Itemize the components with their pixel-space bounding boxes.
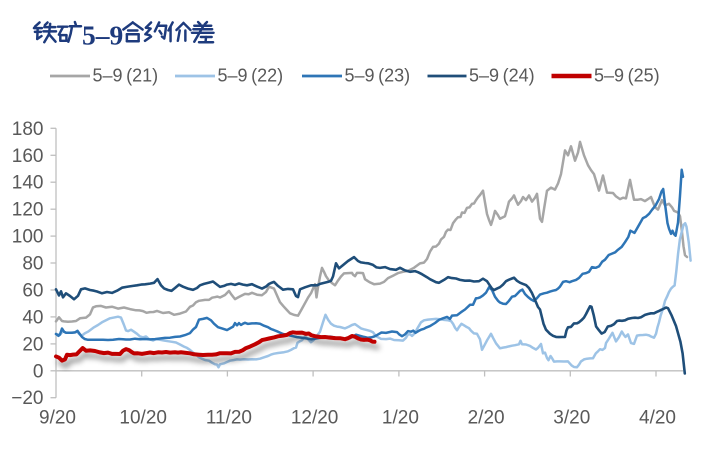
svg-text:12/20: 12/20 — [291, 408, 339, 429]
svg-text:80: 80 — [22, 254, 43, 275]
svg-text:10/20: 10/20 — [119, 408, 167, 429]
svg-text:100: 100 — [12, 227, 44, 248]
svg-text:5–9 (21): 5–9 (21) — [93, 66, 159, 86]
svg-text:160: 160 — [12, 146, 44, 167]
svg-text:5–9 (24): 5–9 (24) — [469, 66, 535, 86]
svg-text:180: 180 — [12, 119, 44, 140]
svg-text:−20: −20 — [11, 388, 43, 409]
svg-text:140: 140 — [12, 173, 44, 194]
svg-text:120: 120 — [12, 200, 44, 221]
svg-text:60: 60 — [22, 281, 43, 302]
svg-text:4/20: 4/20 — [639, 408, 676, 429]
svg-text:5–9: 5–9 — [82, 20, 123, 51]
svg-text:1/20: 1/20 — [382, 408, 419, 429]
svg-text:40: 40 — [22, 307, 43, 328]
svg-text:5–9 (25): 5–9 (25) — [594, 66, 660, 86]
svg-text:2/20: 2/20 — [468, 408, 505, 429]
svg-text:11/20: 11/20 — [206, 408, 252, 429]
svg-text:5–9 (23): 5–9 (23) — [345, 66, 411, 86]
svg-text:9/20: 9/20 — [39, 408, 76, 429]
svg-text:0: 0 — [33, 361, 44, 382]
svg-text:3/20: 3/20 — [553, 408, 590, 429]
svg-text:5–9 (22): 5–9 (22) — [218, 66, 284, 86]
svg-text:20: 20 — [22, 334, 43, 355]
